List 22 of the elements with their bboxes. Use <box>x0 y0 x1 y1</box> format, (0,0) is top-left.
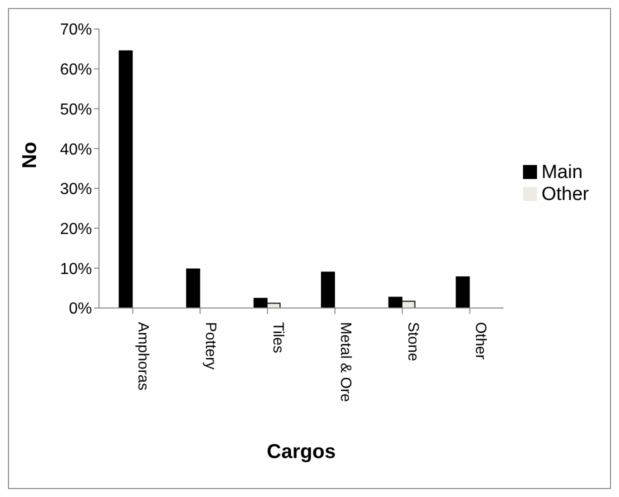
y-tick-label: 40% <box>60 141 92 158</box>
legend-label: Other <box>541 184 589 204</box>
y-tick-label: 0% <box>68 300 92 318</box>
bar <box>118 50 133 308</box>
y-tick-label: 70% <box>60 22 92 39</box>
y-tick-label: 20% <box>60 220 92 238</box>
x-tick-label: Amphoras <box>134 322 152 390</box>
x-tick-label: Other <box>472 322 489 360</box>
x-axis-title: Cargos <box>266 441 336 463</box>
y-tick-label: 60% <box>60 62 92 79</box>
y-tick-label: 10% <box>60 260 92 278</box>
bar <box>186 268 200 308</box>
y-axis-title: No <box>19 142 42 168</box>
bar <box>456 276 470 308</box>
legend-label: Main <box>541 162 583 182</box>
x-tick-label: Metal & Ore <box>336 322 354 402</box>
y-tick-label: 30% <box>60 181 92 198</box>
y-tick-label: 50% <box>60 101 92 118</box>
x-tick-label: Pottery <box>202 322 220 370</box>
x-tick-label: Tiles <box>270 322 287 354</box>
x-tick-label: Stone <box>404 322 422 362</box>
bar <box>320 272 335 308</box>
